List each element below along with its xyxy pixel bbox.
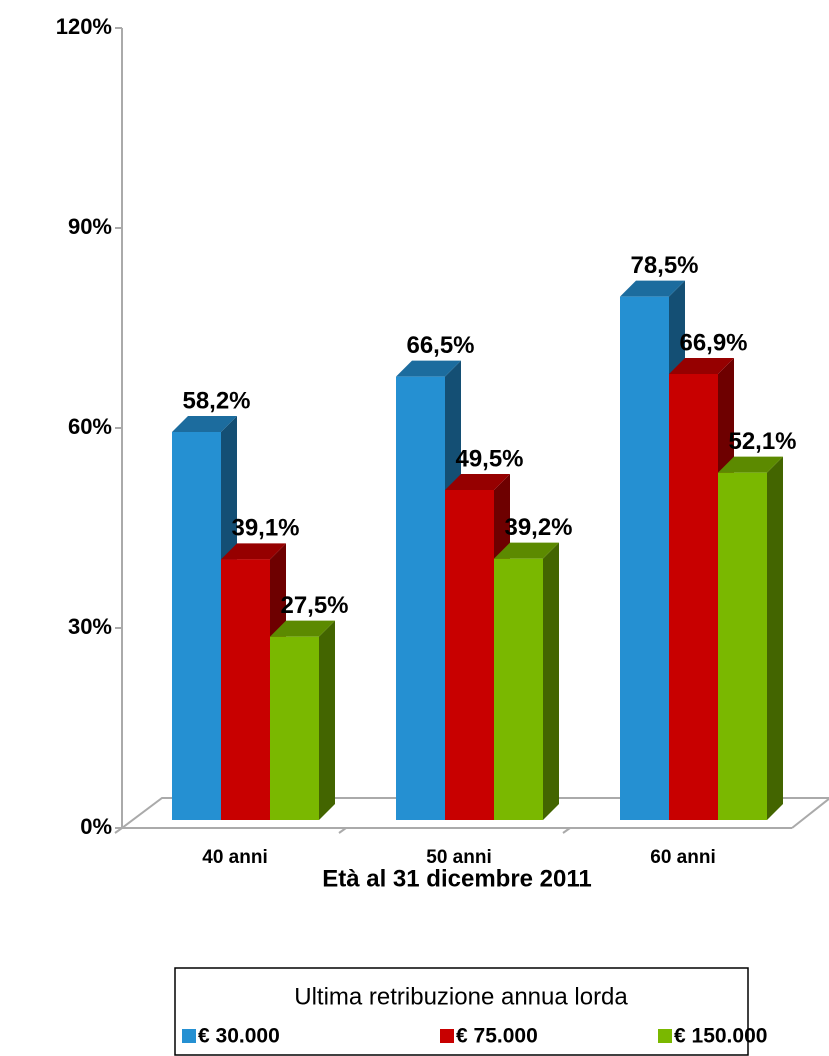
x-axis-label: Età al 31 dicembre 2011 bbox=[322, 865, 592, 892]
value-label: 27,5% bbox=[280, 592, 348, 619]
bar-top bbox=[396, 360, 461, 377]
bar bbox=[221, 559, 270, 820]
legend-label: € 30.000 bbox=[198, 1025, 280, 1048]
bar bbox=[620, 296, 669, 821]
bar-top bbox=[221, 543, 286, 560]
legend-title: Ultima retribuzione annua lorda bbox=[294, 983, 628, 1010]
bar-top bbox=[494, 542, 559, 559]
bar-top bbox=[445, 474, 510, 490]
bar-top bbox=[172, 416, 237, 432]
legend-swatch bbox=[182, 1029, 196, 1043]
bar-top bbox=[718, 456, 783, 473]
x-tick bbox=[114, 827, 123, 834]
x-tick-label: 60 anni bbox=[650, 847, 715, 868]
y-tick-label: 60% bbox=[68, 414, 112, 439]
bar bbox=[669, 374, 718, 820]
bar-side bbox=[543, 542, 559, 820]
value-label: 66,9% bbox=[679, 329, 747, 356]
bar bbox=[270, 636, 319, 820]
legend-swatch bbox=[440, 1029, 454, 1043]
legend-label: € 150.000 bbox=[674, 1025, 767, 1048]
bar bbox=[396, 376, 445, 820]
legend-box bbox=[174, 967, 749, 1056]
bar bbox=[172, 432, 221, 820]
value-label: 52,1% bbox=[728, 428, 796, 455]
bar-top bbox=[270, 620, 335, 637]
bar-top bbox=[669, 358, 734, 374]
y-tick-label: 0% bbox=[80, 814, 112, 839]
legend-label: € 75.000 bbox=[456, 1025, 538, 1048]
bar bbox=[718, 472, 767, 820]
value-label: 66,5% bbox=[406, 332, 474, 359]
value-label: 58,2% bbox=[182, 387, 250, 414]
x-tick bbox=[562, 827, 571, 834]
y-tick-label: 30% bbox=[68, 614, 112, 639]
value-label: 39,2% bbox=[504, 514, 572, 541]
value-label: 39,1% bbox=[231, 515, 299, 542]
bar-side bbox=[767, 456, 783, 820]
value-label: 49,5% bbox=[455, 445, 523, 472]
x-tick bbox=[338, 827, 347, 834]
legend-swatch bbox=[658, 1029, 672, 1043]
bar bbox=[494, 558, 543, 820]
bar-top bbox=[620, 280, 685, 297]
bar-side bbox=[319, 620, 335, 820]
y-tick-label: 120% bbox=[56, 14, 112, 39]
bar bbox=[445, 490, 494, 820]
x-tick-label: 50 anni bbox=[426, 847, 491, 868]
value-label: 78,5% bbox=[630, 252, 698, 279]
x-tick-label: 40 anni bbox=[202, 847, 267, 868]
y-tick-label: 90% bbox=[68, 214, 112, 239]
